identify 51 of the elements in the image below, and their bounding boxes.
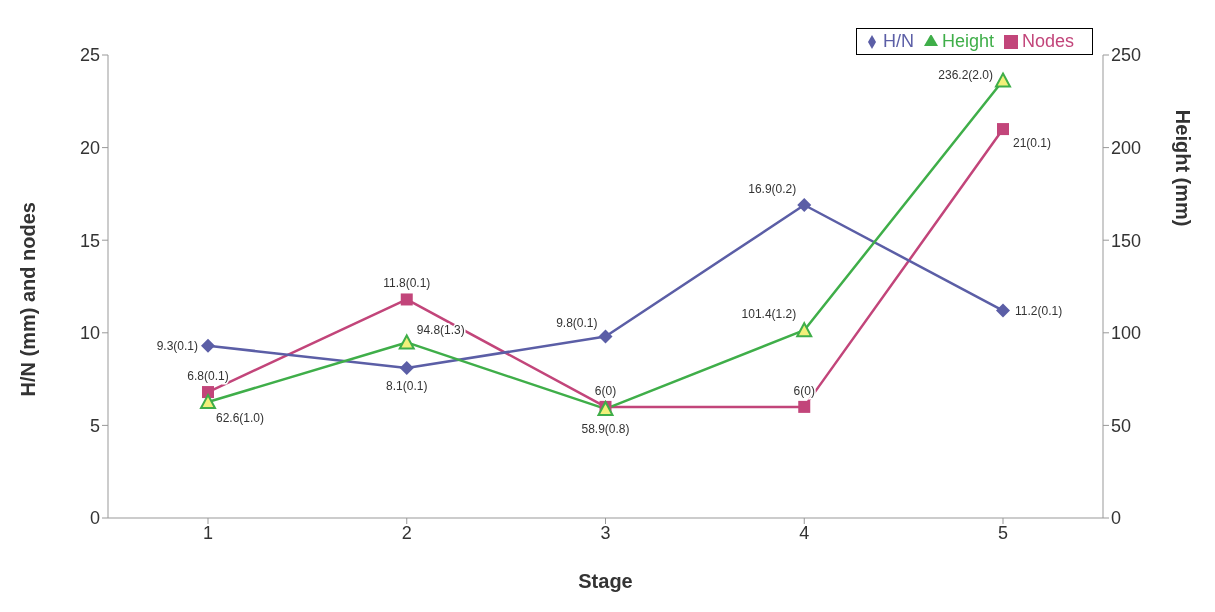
legend-label: H/N [882,31,914,51]
data-label: 9.3(0.1) [156,338,198,353]
data-label: 11.8(0.1) [383,276,431,291]
point [201,338,215,353]
data-label: 6.8(0.1) [187,369,229,384]
y-tick-label: 5 [89,415,100,436]
point [200,394,216,410]
y2-tick-label: 250 [1111,45,1142,66]
y2-tick-label: 100 [1111,323,1142,344]
y2-tick-label: 200 [1111,137,1142,158]
x-tick-label: 4 [799,522,810,543]
data-label: 6(0) [594,383,617,398]
data-label: 58.9(0.8) [581,421,630,436]
y-tick-label: 10 [79,323,100,344]
point [400,293,413,306]
data-label: 62.6(1.0) [216,411,265,426]
data-label: 16.9(0.2) [748,182,797,197]
data-label: 9.8(0.1) [556,315,598,330]
point [797,198,812,213]
data-label: 94.8(1.3) [416,323,465,338]
legend-label: Height [941,31,994,51]
point [798,400,811,413]
point [202,386,214,399]
y-tick-label: 0 [89,508,100,529]
y-tick-label: 20 [79,137,100,158]
y-tick-label: 15 [79,230,100,251]
x-tick-label: 2 [401,522,412,543]
y2-tick-label: 0 [1111,508,1122,529]
point [598,329,613,344]
data-label: 6(0) [793,383,815,398]
point [398,334,415,350]
y2-tick-label: 150 [1111,230,1142,251]
x-tick-label: 3 [600,522,611,543]
data-label: 101.4(1.2) [741,307,797,322]
data-label: 21(0.1) [1013,136,1052,151]
point [399,360,414,375]
point [997,123,1009,136]
y-tick-label: 25 [79,45,100,66]
x-tick-label: 1 [202,522,214,543]
y2-tick-label: 50 [1111,415,1132,436]
data-label: 11.2(0.1) [1015,303,1063,318]
x-axis-title: Stage [578,570,633,592]
point [996,303,1010,318]
legend-label: Nodes [1021,31,1074,51]
y2-axis-title: Height (mm) [1171,109,1194,227]
y-axis-title: H/N (mm) and nodes [17,202,40,397]
point [995,72,1011,88]
point [796,322,813,338]
data-label: 8.1(0.1) [386,378,428,393]
x-tick-label: 5 [997,522,1009,543]
data-label: 236.2(2.0) [938,67,993,82]
